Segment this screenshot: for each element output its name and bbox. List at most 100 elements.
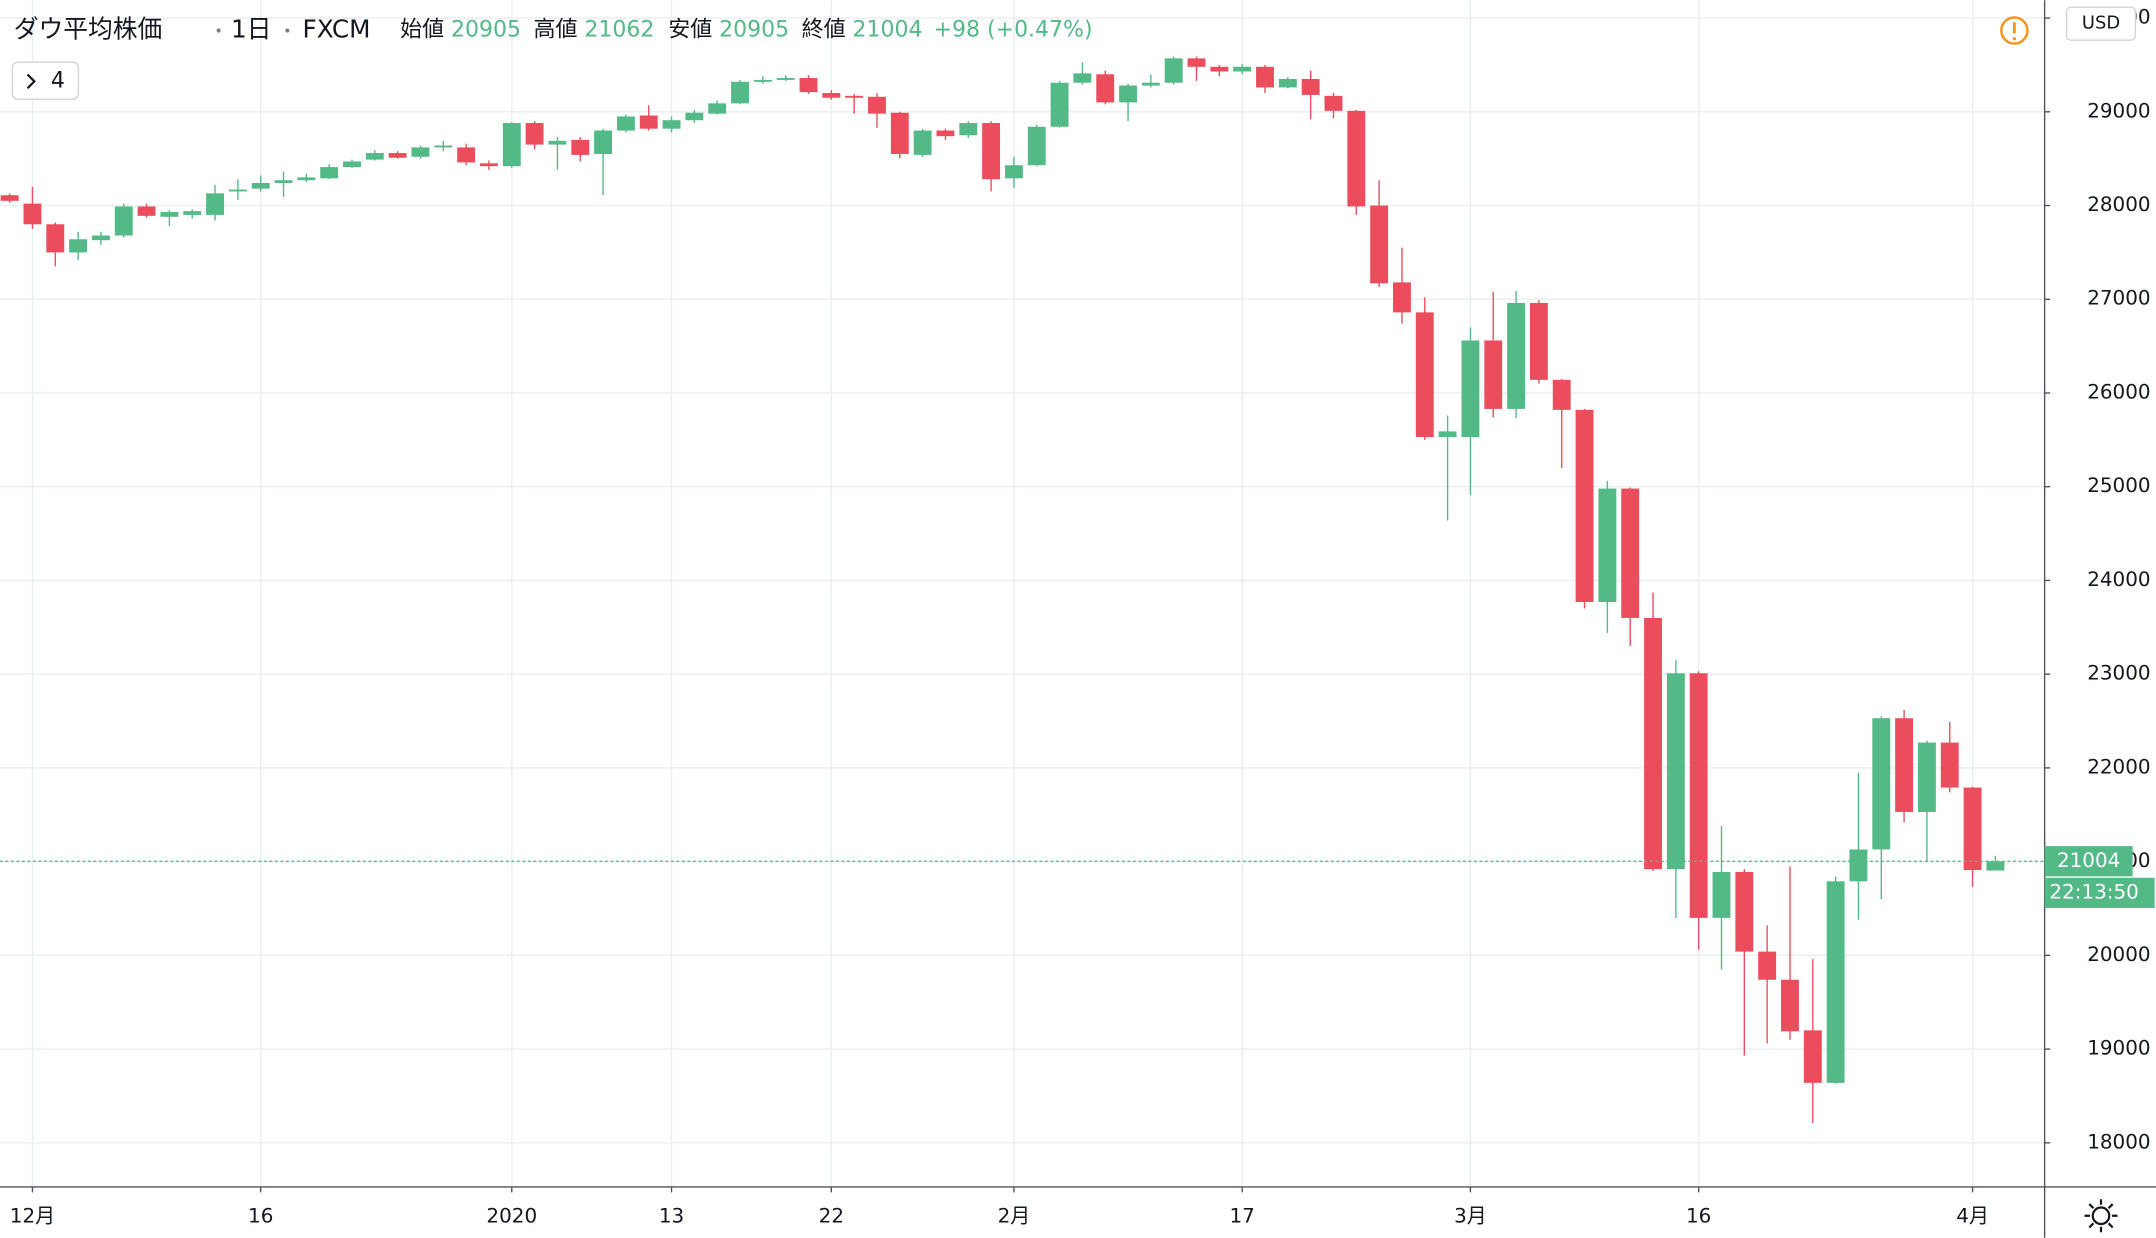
candle-body bbox=[1529, 302, 1548, 380]
candle-body bbox=[525, 123, 544, 145]
candle-body bbox=[913, 130, 932, 155]
candle-body bbox=[1621, 488, 1640, 618]
open-value: 20905 bbox=[451, 18, 521, 43]
candle-body bbox=[228, 189, 247, 192]
grid bbox=[0, 0, 2045, 1187]
candle-body bbox=[388, 153, 407, 158]
axes: 1800019000200002100022000230002400025000… bbox=[10, 6, 2155, 1228]
high-value: 21062 bbox=[584, 18, 654, 43]
alert-icon[interactable] bbox=[2000, 16, 2029, 45]
candle-body bbox=[1598, 488, 1617, 602]
candle-body bbox=[1712, 871, 1731, 918]
change: +98 (+0.47%) bbox=[934, 18, 1093, 43]
candle-body bbox=[1370, 205, 1389, 284]
x-tick-label: 2月 bbox=[998, 1205, 1031, 1228]
candle-body bbox=[1438, 431, 1457, 438]
x-tick-label: 3月 bbox=[1454, 1205, 1487, 1228]
candle-body bbox=[23, 203, 42, 225]
candle-body bbox=[1141, 82, 1160, 86]
candle-body bbox=[1278, 78, 1297, 88]
x-tick-label: 16 bbox=[248, 1205, 273, 1228]
countdown-box bbox=[2044, 877, 2155, 909]
candles bbox=[0, 56, 2045, 1124]
x-tick-label: 13 bbox=[659, 1205, 684, 1228]
candle-body bbox=[959, 123, 978, 136]
candle-body bbox=[1735, 871, 1754, 952]
candle-body bbox=[1666, 673, 1685, 870]
candle-body bbox=[822, 93, 841, 98]
candle-body bbox=[731, 81, 749, 104]
candle-body bbox=[708, 103, 727, 114]
candle-body bbox=[548, 140, 567, 145]
countdown-label: 22:13:50 bbox=[2049, 880, 2138, 903]
candle-body bbox=[160, 212, 179, 217]
alert-dot bbox=[2012, 37, 2017, 41]
high-label: 高値 bbox=[534, 18, 578, 43]
candle-body bbox=[1233, 66, 1252, 72]
x-tick-label: 22 bbox=[819, 1205, 844, 1228]
candle-body bbox=[868, 96, 886, 114]
candle-body bbox=[662, 120, 681, 129]
candle-body bbox=[1324, 95, 1343, 111]
y-tick-label: 22000 bbox=[2087, 755, 2150, 778]
close-label: 終値 bbox=[802, 18, 846, 43]
candle-body bbox=[571, 139, 590, 155]
candle-body bbox=[685, 112, 704, 121]
candle-body bbox=[1096, 74, 1115, 103]
candle-body bbox=[365, 153, 384, 160]
candle-body bbox=[936, 130, 955, 137]
y-tick-label: 24000 bbox=[2087, 568, 2150, 591]
candle-body bbox=[1210, 66, 1229, 72]
indicator-button[interactable] bbox=[11, 61, 80, 100]
x-tick-label: 4月 bbox=[1956, 1205, 1989, 1228]
y-tick-label: 18000 bbox=[2087, 1130, 2150, 1153]
candle-body bbox=[890, 112, 909, 154]
y-tick-label: 26000 bbox=[2087, 380, 2150, 403]
low-value: 20905 bbox=[719, 18, 789, 43]
candle-body bbox=[639, 115, 658, 129]
candle-body bbox=[1393, 282, 1411, 313]
candle-body bbox=[1803, 1030, 1822, 1083]
candle-body bbox=[1758, 951, 1777, 980]
currency-label: USD bbox=[2082, 13, 2120, 34]
candle-body bbox=[1575, 409, 1594, 602]
candle-body bbox=[251, 183, 270, 189]
gear-rays bbox=[2084, 1199, 2118, 1233]
candle-body bbox=[502, 123, 521, 167]
indicator-toggle[interactable]: 4 bbox=[11, 61, 80, 100]
candle-body bbox=[411, 147, 430, 157]
alert-circle bbox=[2000, 16, 2029, 45]
open-label: 始値 bbox=[400, 18, 444, 43]
candle-body bbox=[480, 163, 498, 167]
candle-body bbox=[594, 130, 613, 154]
y-tick-label: 28000 bbox=[2087, 193, 2150, 216]
candle-body bbox=[137, 206, 156, 216]
candle-body bbox=[91, 235, 110, 241]
candle-body bbox=[1940, 742, 1959, 788]
source: FXCM bbox=[303, 15, 371, 44]
candle-body bbox=[1073, 73, 1092, 83]
candle-body bbox=[1849, 849, 1868, 882]
candle-body bbox=[1689, 673, 1708, 918]
settings-icon[interactable] bbox=[2084, 1199, 2118, 1233]
candle-body bbox=[1461, 340, 1480, 438]
last-price-label: 21004 bbox=[2057, 849, 2120, 872]
candle-body bbox=[1895, 718, 1914, 812]
y-tick-label: 25000 bbox=[2087, 474, 2150, 497]
candle-body bbox=[1507, 302, 1526, 409]
last-price-box bbox=[2044, 846, 2133, 877]
candle-body bbox=[1164, 58, 1183, 83]
candle-body bbox=[799, 78, 818, 93]
x-tick-label: 12月 bbox=[10, 1205, 55, 1228]
separator bbox=[285, 28, 290, 33]
candle-body bbox=[1347, 110, 1366, 207]
candle-body bbox=[46, 224, 65, 253]
header: ダウ平均株価 1日 FXCM 始値 20905 高値 21062 安値 2090… bbox=[11, 15, 2029, 100]
candle-body bbox=[69, 239, 88, 253]
candle-body bbox=[1917, 742, 1936, 812]
candle-body bbox=[206, 193, 224, 215]
candle-body bbox=[1415, 312, 1434, 438]
y-tick-label: 20000 bbox=[2087, 943, 2150, 966]
candle-body bbox=[1826, 881, 1845, 1083]
